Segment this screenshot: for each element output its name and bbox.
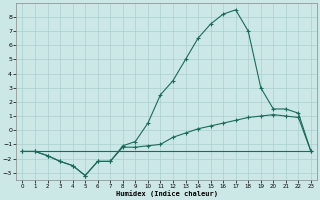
X-axis label: Humidex (Indice chaleur): Humidex (Indice chaleur): [116, 190, 218, 197]
